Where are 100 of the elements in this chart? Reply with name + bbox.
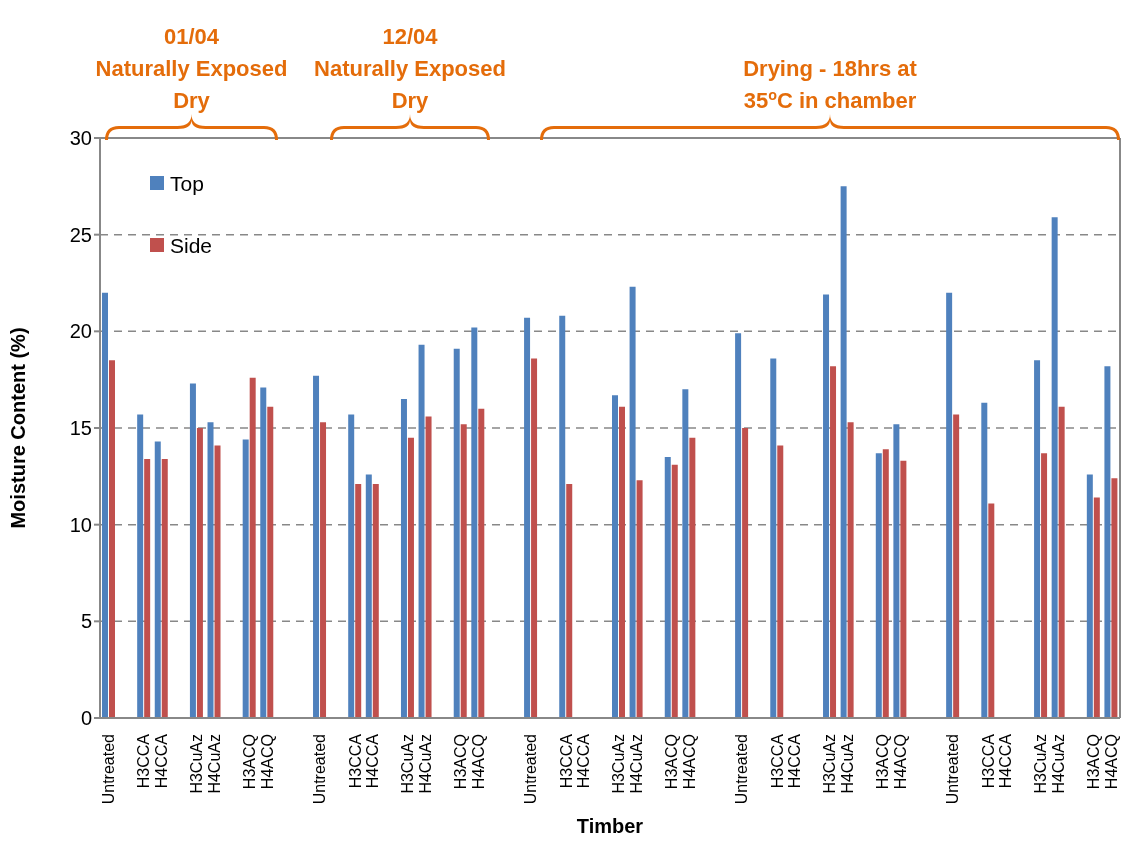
- bar: [161, 458, 168, 718]
- x-tick-label: Untreated: [733, 734, 751, 805]
- y-tick-label: 15: [69, 417, 92, 440]
- bar: [830, 366, 837, 718]
- bar: [400, 399, 407, 718]
- bar: [900, 460, 907, 718]
- bar: [207, 422, 214, 718]
- bar: [1086, 474, 1093, 718]
- text: 01/04 Naturally Exposed Dry: [95, 24, 288, 113]
- x-tick-label: H4CuAz: [205, 734, 223, 794]
- bar: [214, 445, 221, 718]
- bar: [524, 317, 531, 718]
- text: 12/04 Naturally Exposed Dry: [314, 24, 506, 113]
- bar: [531, 358, 538, 718]
- bar: [242, 439, 249, 718]
- bar: [453, 348, 460, 718]
- legend-label: Side: [170, 233, 213, 257]
- bar: [953, 414, 960, 718]
- x-tick-label: H4CuAz: [627, 734, 645, 794]
- bar: [840, 186, 847, 718]
- x-tick-label: H4ACQ: [1102, 734, 1120, 790]
- bar: [471, 327, 478, 718]
- y-tick-label: 5: [80, 610, 92, 633]
- x-tick-label: H3ACQ: [240, 734, 258, 790]
- bar: [154, 441, 161, 718]
- x-tick-label: H3CCA: [346, 733, 364, 789]
- bar: [320, 422, 327, 718]
- y-axis-title: Moisture Content (%): [7, 327, 30, 529]
- y-tick-label: 30: [69, 127, 92, 150]
- bar: [267, 406, 274, 718]
- bar: [260, 387, 267, 718]
- x-tick-label: H3CCA: [557, 733, 575, 789]
- x-tick-label: H3CuAz: [188, 734, 206, 794]
- x-tick-label: H3ACQ: [452, 734, 470, 790]
- bar: [355, 484, 362, 718]
- bar: [988, 503, 995, 718]
- x-tick-label: Untreated: [100, 734, 118, 805]
- bar: [460, 424, 467, 718]
- x-tick-label: Untreated: [522, 734, 540, 805]
- bar: [559, 315, 566, 718]
- bar: [418, 344, 425, 718]
- x-tick-label: H4CCA: [364, 733, 382, 789]
- x-tick-label: H4CCA: [153, 733, 171, 789]
- x-tick-label: H4CuAz: [1049, 734, 1067, 794]
- bar: [946, 292, 953, 718]
- x-tick-label: H3ACQ: [663, 734, 681, 790]
- bar: [478, 408, 485, 718]
- bar: [777, 445, 784, 718]
- bar: [1111, 478, 1118, 718]
- bar: [137, 414, 144, 718]
- bar: [671, 464, 678, 718]
- x-tick-label: H4ACQ: [680, 734, 698, 790]
- bar: [189, 383, 196, 718]
- bar: [348, 414, 355, 718]
- legend-label: Top: [170, 171, 204, 195]
- bar: [425, 416, 432, 718]
- x-axis-title: Timber: [576, 815, 644, 837]
- bar: [1058, 406, 1065, 718]
- text: Drying - 18hrs at 35$^{o}$C in chamber: [743, 56, 918, 113]
- bar: [689, 437, 696, 718]
- y-tick-label: 25: [69, 223, 92, 246]
- x-tick-label: H4CCA: [997, 733, 1015, 789]
- x-tick-label: Untreated: [311, 734, 329, 805]
- bar: [664, 457, 671, 718]
- bar: [742, 428, 749, 718]
- bar: [770, 358, 777, 718]
- x-tick-label: H4CuAz: [838, 734, 856, 794]
- bar: [875, 453, 882, 718]
- x-tick-label: H3ACQ: [874, 734, 892, 790]
- y-tick-label: 10: [69, 513, 92, 536]
- x-tick-label: H3CuAz: [1032, 734, 1050, 794]
- x-tick-label: H4CCA: [786, 733, 804, 789]
- bar: [1104, 366, 1111, 718]
- x-tick-label: H3CuAz: [610, 734, 628, 794]
- bar: [981, 402, 988, 718]
- bar: [619, 406, 625, 718]
- x-tick-label: H4CuAz: [416, 734, 434, 794]
- bar: [365, 474, 372, 718]
- y-tick-label: 0: [80, 707, 92, 730]
- x-tick-label: H3CCA: [135, 733, 153, 789]
- bar: [636, 480, 643, 718]
- bar: [566, 484, 573, 718]
- bar: [882, 449, 889, 718]
- bar: [102, 292, 108, 718]
- bar: [407, 437, 414, 718]
- bar: [893, 424, 900, 718]
- bar: [629, 286, 636, 718]
- x-tick-label: Untreated: [944, 734, 962, 805]
- x-tick-label: H4ACQ: [469, 734, 487, 790]
- x-tick-label: H4ACQ: [258, 734, 276, 790]
- x-tick-label: H3ACQ: [1085, 734, 1103, 790]
- x-tick-label: H3CuAz: [399, 734, 417, 794]
- bar: [144, 458, 151, 718]
- bar: [313, 375, 320, 718]
- bar: [612, 395, 618, 718]
- x-tick-label: H4ACQ: [891, 734, 909, 790]
- bar: [1093, 497, 1100, 718]
- bar: [1034, 360, 1041, 718]
- bar: [1051, 217, 1058, 718]
- bar: [372, 484, 379, 718]
